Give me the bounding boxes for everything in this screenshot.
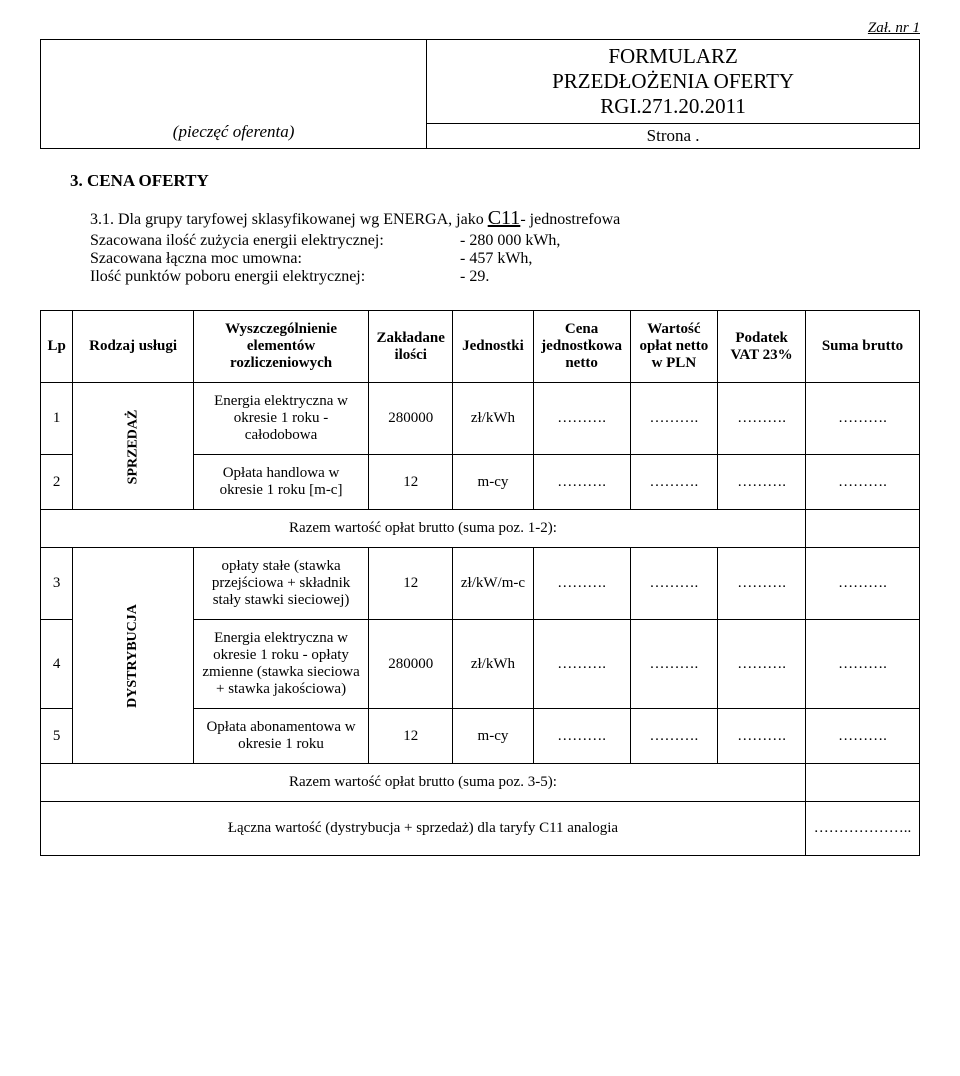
final-label: Łączna wartość (dystrybucja + sprzedaż) … [41, 802, 806, 856]
value-val: - 29. [460, 268, 620, 286]
cell-lp: 1 [41, 383, 73, 455]
table-header-row: Lp Rodzaj usługi Wyszczególnienie elemen… [41, 311, 920, 383]
title-box: FORMULARZ PRZEDŁOŻENIA OFERTY RGI.271.20… [427, 39, 920, 124]
cell-sum: ………. [805, 548, 919, 620]
group-sprzedaz: SPRZEDAŻ [73, 383, 193, 510]
header-row: (pieczęć oferenta) FORMULARZ PRZEDŁOŻENI… [40, 39, 920, 149]
th-cena: Cena jednostkowa netto [533, 311, 630, 383]
value-row-1: Szacowana ilość zużycia energii elektryc… [90, 232, 920, 250]
cell-lp: 3 [41, 548, 73, 620]
cell-desc: Energia elektryczna w okresie 1 roku - c… [193, 383, 368, 455]
cell-value: ………. [630, 383, 718, 455]
cell-sum: ………. [805, 620, 919, 709]
cell-price: ………. [533, 620, 630, 709]
cell-sum: ………. [805, 383, 919, 455]
cell-value: ………. [630, 620, 718, 709]
value-label: Szacowana łączna moc umowna: [90, 250, 460, 268]
table-row: 1 SPRZEDAŻ Energia elektryczna w okresie… [41, 383, 920, 455]
value-val: - 280 000 kWh, [460, 232, 620, 250]
value-label: Ilość punktów poboru energii elektryczne… [90, 268, 460, 286]
cell-unit: zł/kWh [453, 383, 533, 455]
cell-vat: ………. [718, 548, 806, 620]
cell-qty: 12 [369, 709, 453, 764]
subtotal-row-2: Razem wartość opłat brutto (suma poz. 3-… [41, 764, 920, 802]
cell-vat: ………. [718, 709, 806, 764]
cell-price: ………. [533, 383, 630, 455]
cell-qty: 12 [369, 548, 453, 620]
title-line1: FORMULARZ [433, 44, 913, 69]
cell-sum: ………. [805, 709, 919, 764]
cell-value: ………. [630, 548, 718, 620]
th-wysz: Wyszczególnienie elementów rozliczeniowy… [193, 311, 368, 383]
cell-value: ………. [630, 709, 718, 764]
cell-lp: 2 [41, 455, 73, 510]
subtotal-value [805, 510, 919, 548]
value-row-2: Szacowana łączna moc umowna: - 457 kWh, [90, 250, 920, 268]
group-dystrybucja: DYSTRYBUCJA [73, 548, 193, 764]
cell-unit: m-cy [453, 709, 533, 764]
para-lead: 3.1. Dla grupy taryfowej sklasyfikowanej… [90, 211, 488, 228]
final-value: ……………….. [805, 802, 919, 856]
subtotal-row-1: Razem wartość opłat brutto (suma poz. 1-… [41, 510, 920, 548]
para-tail: - jednostrefowa [520, 211, 620, 228]
cell-desc: Energia elektryczna w okresie 1 roku - o… [193, 620, 368, 709]
cell-qty: 12 [369, 455, 453, 510]
th-rodzaj: Rodzaj usługi [73, 311, 193, 383]
table-row: 3 DYSTRYBUCJA opłaty stałe (stawka przej… [41, 548, 920, 620]
cell-price: ………. [533, 709, 630, 764]
cell-unit: m-cy [453, 455, 533, 510]
title-line2: PRZEDŁOŻENIA OFERTY [433, 69, 913, 94]
cell-qty: 280000 [369, 620, 453, 709]
th-wart: Wartość opłat netto w PLN [630, 311, 718, 383]
tariff-code: C11 [488, 207, 521, 229]
cell-lp: 4 [41, 620, 73, 709]
cell-value: ………. [630, 455, 718, 510]
cell-vat: ………. [718, 383, 806, 455]
values-block: Szacowana ilość zużycia energii elektryc… [90, 232, 920, 286]
th-zakl: Zakładane ilości [369, 311, 453, 383]
cell-unit: zł/kW/m-c [453, 548, 533, 620]
final-row: Łączna wartość (dystrybucja + sprzedaż) … [41, 802, 920, 856]
pricing-table: Lp Rodzaj usługi Wyszczególnienie elemen… [40, 310, 920, 856]
th-jedn: Jednostki [453, 311, 533, 383]
intro-paragraph: 3.1. Dla grupy taryfowej sklasyfikowanej… [90, 205, 900, 232]
cell-lp: 5 [41, 709, 73, 764]
th-suma: Suma brutto [805, 311, 919, 383]
subtotal-label: Razem wartość opłat brutto (suma poz. 3-… [41, 764, 806, 802]
cell-vat: ………. [718, 455, 806, 510]
value-label: Szacowana ilość zużycia energii elektryc… [90, 232, 460, 250]
title-page-wrap: FORMULARZ PRZEDŁOŻENIA OFERTY RGI.271.20… [427, 39, 920, 149]
cell-desc: opłaty stałe (stawka przejściowa + skład… [193, 548, 368, 620]
subtotal-label: Razem wartość opłat brutto (suma poz. 1-… [41, 510, 806, 548]
section-heading: 3. CENA OFERTY [70, 171, 920, 191]
stamp-box: (pieczęć oferenta) [40, 39, 427, 149]
cell-unit: zł/kWh [453, 620, 533, 709]
value-val: - 457 kWh, [460, 250, 620, 268]
cell-price: ………. [533, 548, 630, 620]
page-box: Strona . [427, 124, 920, 149]
cell-sum: ………. [805, 455, 919, 510]
cell-desc: Opłata abonamentowa w okresie 1 roku [193, 709, 368, 764]
cell-price: ………. [533, 455, 630, 510]
subtotal-value [805, 764, 919, 802]
value-row-3: Ilość punktów poboru energii elektryczne… [90, 268, 920, 286]
th-vat: Podatek VAT 23% [718, 311, 806, 383]
attachment-note: Zał. nr 1 [40, 20, 920, 37]
cell-qty: 280000 [369, 383, 453, 455]
cell-desc: Opłata handlowa w okresie 1 roku [m-c] [193, 455, 368, 510]
th-lp: Lp [41, 311, 73, 383]
title-ref: RGI.271.20.2011 [600, 94, 746, 118]
cell-vat: ………. [718, 620, 806, 709]
